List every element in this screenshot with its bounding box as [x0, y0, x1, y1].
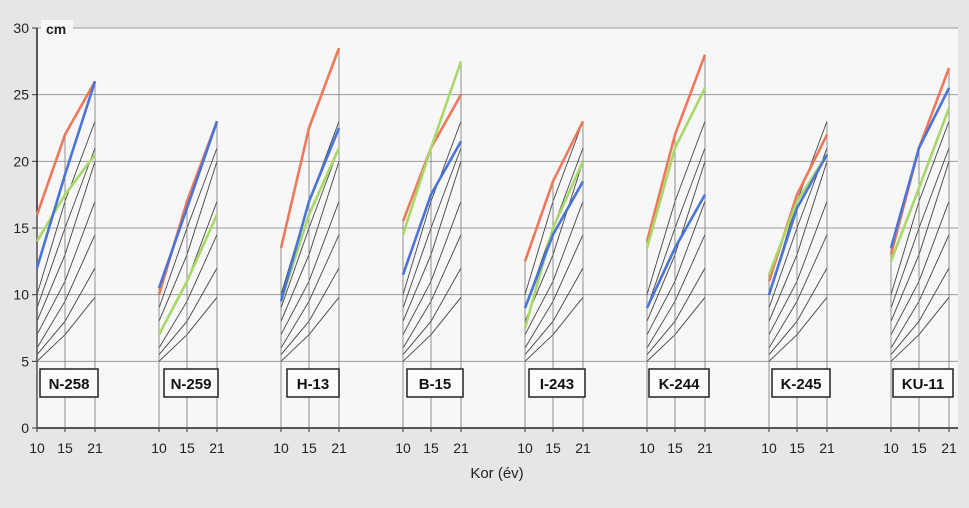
series-line — [35, 80, 97, 216]
x-tick-label: 10 — [761, 440, 777, 456]
panel-h-13: 10 15 21 H-13 — [273, 47, 347, 456]
series-line — [35, 153, 97, 243]
x-tick-label: 10 — [273, 440, 289, 456]
series-line — [279, 47, 341, 249]
y-tick-label: 10 — [13, 287, 29, 303]
panel-n-258: 10 15 21 N-258 — [29, 80, 103, 456]
y-tick-label: 25 — [13, 87, 29, 103]
series-line — [279, 127, 341, 302]
unit-label-bg — [41, 20, 73, 38]
x-tick-label: 15 — [57, 440, 73, 456]
series-line — [35, 80, 97, 269]
panel-label-box — [286, 368, 340, 398]
panel-n-259: 10 15 21 N-259 — [151, 120, 225, 456]
y-tick-label: 20 — [13, 153, 29, 169]
panel-label-box — [892, 368, 954, 398]
series-line — [157, 214, 219, 336]
x-tick-label: 21 — [819, 440, 835, 456]
x-tick-label: 15 — [301, 440, 317, 456]
x-tick-label: 15 — [789, 440, 805, 456]
x-tick-label: 21 — [453, 440, 469, 456]
panel-label: K-245 — [781, 376, 822, 393]
y-tick-label: 5 — [21, 353, 29, 369]
x-tick-label: 15 — [179, 440, 195, 456]
x-tick-label: 15 — [911, 440, 927, 456]
panel-label-box — [771, 368, 831, 398]
series-line — [523, 160, 585, 329]
x-tick-label: 21 — [209, 440, 225, 456]
x-tick-label: 10 — [517, 440, 533, 456]
series-line — [523, 180, 585, 309]
panel-label-box — [406, 368, 464, 398]
x-tick-label: 15 — [667, 440, 683, 456]
series-line — [401, 140, 463, 276]
x-tick-label: 21 — [575, 440, 591, 456]
panel-label: N-258 — [49, 376, 90, 393]
panel-k-244: 10 15 21 K-244 — [639, 54, 713, 456]
panel-label: KU-11 — [902, 376, 945, 393]
series-line — [889, 107, 951, 262]
panel-label-box — [648, 368, 710, 398]
x-tick-label: 15 — [545, 440, 561, 456]
series-line — [645, 87, 707, 249]
x-tick-label: 21 — [87, 440, 103, 456]
series-line — [889, 87, 951, 249]
x-tick-label: 10 — [639, 440, 655, 456]
y-tick-label: 0 — [21, 420, 29, 436]
x-tick-label: 21 — [941, 440, 957, 456]
panel-k-245: 10 15 21 K-245 — [761, 121, 835, 456]
x-tick-label: 10 — [395, 440, 411, 456]
panel-ku-11: 10 15 21 KU-11 — [883, 67, 957, 456]
series-line — [645, 54, 707, 242]
series-line — [645, 194, 707, 309]
panel-label: H-13 — [297, 376, 330, 393]
series-line — [157, 120, 219, 289]
x-tick-label: 10 — [29, 440, 45, 456]
y-tick-label: 15 — [13, 220, 29, 236]
x-tick-label: 21 — [331, 440, 347, 456]
panel-label-box — [528, 368, 586, 398]
unit-label: cm — [46, 21, 66, 37]
panel-label: K-244 — [659, 376, 701, 393]
series-line — [767, 154, 829, 296]
series-line — [523, 120, 585, 262]
y-tick-label: 30 — [13, 20, 29, 36]
x-tick-label: 10 — [151, 440, 167, 456]
x-tick-label: 15 — [423, 440, 439, 456]
panel-label: I-243 — [540, 376, 574, 393]
panel-i-243: 10 15 21 I-243 — [517, 120, 591, 456]
panel-label-box — [39, 368, 99, 398]
panel-label: B-15 — [419, 376, 452, 393]
panel-label: N-259 — [171, 376, 212, 393]
x-axis-title: Kor (év) — [470, 465, 523, 482]
panel-label-box — [163, 368, 219, 398]
x-tick-label: 10 — [883, 440, 899, 456]
series-line — [401, 60, 463, 236]
panel-b-15: 10 15 21 B-15 — [395, 60, 469, 456]
x-tick-label: 21 — [697, 440, 713, 456]
